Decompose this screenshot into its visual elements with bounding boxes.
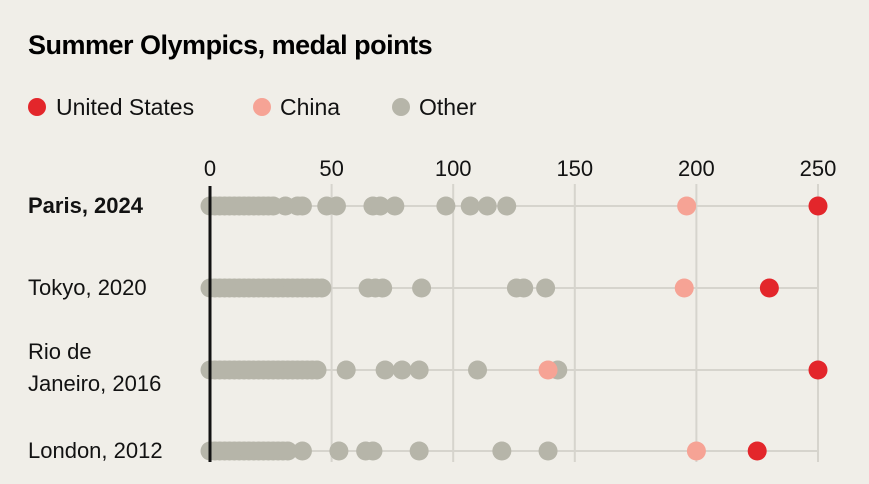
legend-item-other: Other [392, 94, 477, 120]
grid-lines [330, 184, 819, 462]
legend-swatch-china [253, 98, 271, 116]
x-axis-ticks: 0 50 100 150 200 250 [204, 156, 836, 181]
dot-other [292, 441, 312, 461]
dot-united-states [759, 278, 779, 298]
dot-other [336, 360, 356, 380]
dot-other [468, 360, 488, 380]
dot-other [477, 196, 497, 216]
dot-china [538, 360, 558, 380]
row-label-2-line-0: Rio de [28, 339, 92, 364]
dot-other [370, 196, 390, 216]
chart-title: Summer Olympics, medal points [28, 30, 432, 60]
dot-other [329, 441, 349, 461]
dot-other [392, 360, 412, 380]
dot-other [373, 278, 393, 298]
x-tick-label-50: 50 [319, 156, 343, 181]
dot-other [460, 196, 480, 216]
legend-item-china: China [253, 94, 340, 120]
dot-china [686, 441, 706, 461]
row-label-2-line-1: Janeiro, 2016 [28, 371, 161, 396]
chart-rows: Paris, 2024 Tokyo, 2020 Rio de Janeiro, 201… [28, 193, 828, 463]
row-label-0-line-0: Paris, 2024 [28, 193, 144, 218]
row-0: Paris, 2024 [28, 193, 828, 218]
dot-china [677, 196, 697, 216]
row-label-3-line-0: London, 2012 [28, 438, 163, 463]
dot-other [278, 441, 298, 461]
dot-other [436, 196, 456, 216]
chart-legend: United States China Other [28, 94, 477, 120]
dot-other [536, 278, 556, 298]
dot-united-states [808, 196, 828, 216]
x-tick-label-200: 200 [678, 156, 715, 181]
legend-label-china: China [280, 94, 340, 120]
dot-other [385, 196, 405, 216]
x-tick-label-100: 100 [435, 156, 472, 181]
dot-china [674, 278, 694, 298]
dot-united-states [808, 360, 828, 380]
legend-item-united-states: United States [28, 94, 194, 120]
x-tick-label-0: 0 [204, 156, 216, 181]
x-tick-label-250: 250 [800, 156, 837, 181]
x-tick-label-150: 150 [556, 156, 593, 181]
dot-other [375, 360, 395, 380]
dot-other [292, 196, 312, 216]
dot-other [514, 278, 534, 298]
dot-other [363, 441, 383, 461]
dot-other [409, 441, 429, 461]
dot-other [326, 196, 346, 216]
dot-other [492, 441, 512, 461]
legend-label-united-states: United States [56, 94, 194, 120]
legend-label-other: Other [419, 94, 477, 120]
dot-other [497, 196, 517, 216]
dot-other [538, 441, 558, 461]
dot-other [312, 278, 332, 298]
row-3: London, 2012 [28, 438, 818, 463]
dot-united-states [747, 441, 767, 461]
row-1: Tokyo, 2020 [28, 275, 818, 300]
legend-swatch-other [392, 98, 410, 116]
row-label-1-line-0: Tokyo, 2020 [28, 275, 147, 300]
dot-other [409, 360, 429, 380]
dot-other [412, 278, 432, 298]
row-2: Rio de Janeiro, 2016 [28, 339, 828, 396]
legend-swatch-united-states [28, 98, 46, 116]
dot-other [307, 360, 327, 380]
